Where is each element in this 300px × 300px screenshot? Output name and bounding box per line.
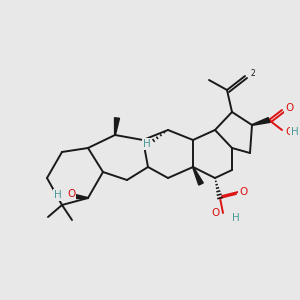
Polygon shape [71, 194, 88, 199]
Text: O: O [285, 127, 293, 137]
Text: O: O [239, 187, 247, 197]
Polygon shape [252, 118, 270, 125]
Text: H: H [54, 190, 62, 200]
Text: H: H [143, 139, 151, 149]
Text: O: O [212, 208, 220, 218]
Text: O: O [67, 189, 75, 199]
Polygon shape [115, 118, 119, 135]
Polygon shape [193, 167, 203, 185]
Text: O: O [285, 103, 293, 113]
Text: 2: 2 [250, 68, 255, 77]
Text: H: H [232, 213, 240, 223]
Text: H: H [291, 127, 299, 137]
